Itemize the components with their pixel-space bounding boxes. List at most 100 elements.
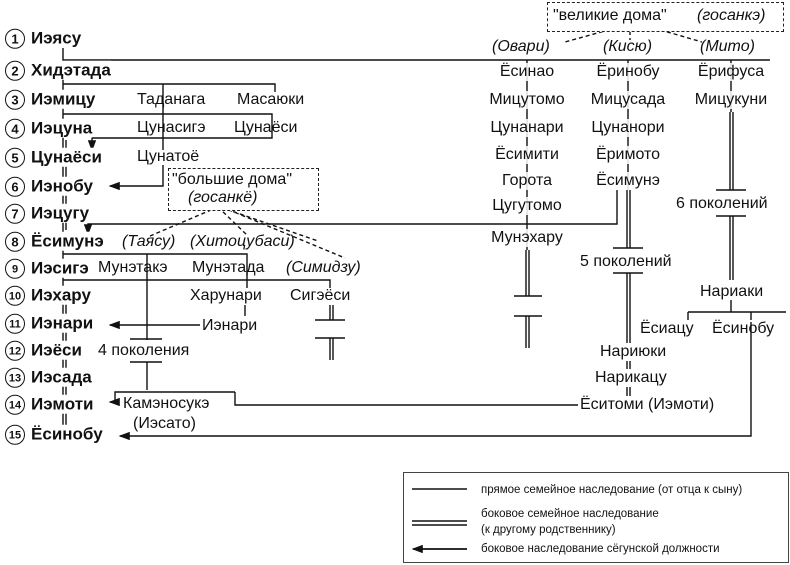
house-mito: (Мито) [700,38,755,55]
mito-member: Ёрифуса [697,63,765,81]
shogun-14: 14 Иэмоти [5,394,94,415]
owari-member: Мунэхару [491,229,563,247]
kisyu-narikatsu: Нарикацу [595,369,667,387]
legend: прямое семейное наследование (от отца к … [403,472,789,563]
shogun-number: 3 [5,89,25,110]
relative-harunari: Харунари [190,287,262,304]
legend-lines [412,488,467,550]
shogun-number: 10 [5,285,25,306]
small-houses-subtitle: (госанкё) [188,189,258,206]
relative-munetada: Мунэтада [192,259,265,276]
shogun-number: 7 [5,203,25,224]
owari-member: Горота [502,172,552,190]
shogun-number: 8 [5,231,25,252]
kisyu-member: Цунанори [591,119,665,137]
great-houses-title: "великие дома" [553,7,667,24]
legend-arrow: боковое наследование сёгунской должности [481,543,720,555]
relative-masayuki: Масаюки [237,91,305,108]
legend-single: прямое семейное наследование (от отца к … [481,484,743,496]
generations-5: 5 поколений [580,253,672,271]
shogun-name: Иэцугу [31,203,90,223]
great-houses-subtitle: (госанкэ) [697,7,766,24]
line-gen3 [63,83,276,150]
mito-lines [687,112,786,320]
shogun-number: 9 [5,258,25,279]
shogun-name: Иэмоти [31,394,94,414]
shogun-number: 2 [5,60,25,81]
small-houses-title: "большие дома" [172,171,292,188]
arrow-tsunayosi [63,113,273,152]
mito-yosiatsu: Ёсиацу [640,320,694,337]
shogun-name: Иэсада [31,367,92,387]
house-simidzu: (Симидзу) [286,259,361,276]
kisyu-member: Мицусада [590,91,666,109]
shogun-number: 15 [5,424,25,445]
shogun-number: 4 [5,118,25,139]
shogun-number: 14 [5,394,25,415]
arrow-ienari [110,305,246,325]
shogun-number: 1 [5,28,25,49]
shogun-number: 12 [5,340,25,361]
shogun-name: Иэцуна [31,118,93,138]
shogun-6: 6 Иэнобу [5,176,93,197]
shogun-number: 5 [5,147,25,168]
relative-munetake: Мунэтакэ [98,259,168,276]
line-yositomi [234,392,578,406]
arrow-yosinobu [118,322,752,441]
shogun-number: 13 [5,367,25,388]
shogun-name: Иэёси [31,340,82,360]
arrow-ienobu [108,165,164,191]
owari-double-line [514,250,542,348]
shogun-name: Хидэтада [31,60,111,80]
shogun-number: 11 [5,313,25,334]
relative-ienari: Иэнари [202,317,258,334]
generations-4: 4 поколения [98,342,190,360]
shogun-15: 15 Ёсинобу [5,424,103,445]
relative-tadanaga: Таданага [137,91,206,108]
line-gen10 [63,262,331,288]
great-houses-box [547,2,784,32]
house-hitotsubashi: (Хитоцубаси) [190,233,295,250]
arrow-yosimune [83,190,618,236]
relative-tsunayosi: Цунаёси [234,119,298,136]
shogun-name: Иэясу [31,28,82,48]
generations-6: 6 поколений [676,195,768,213]
relative-sigeyosi: Сигэёси [290,287,351,304]
shogun-name: Иэмицу [31,89,96,109]
shogun-name: Иэсигэ [31,258,89,278]
shogun-name: Ёсимунэ [31,231,104,251]
shogun-name: Цунаёси [31,147,102,167]
shogun-number: 6 [5,176,25,197]
shogun-name: Иэнобу [31,176,93,196]
relative-iesato: (Иэсато) [133,415,196,432]
shogun-5: 5 Цунаёси [5,147,102,168]
shogun-1: 1 Иэясу [5,28,82,49]
legend-double-2: (к другому родственнику) [481,524,616,536]
break-4-gen [130,338,162,390]
kisyu-yositomi: Ёситоми (Иэмоти) [580,396,715,414]
shogun-8: 8 Ёсимунэ [5,231,104,252]
shogun-12: 12 Иэёси [5,340,82,361]
relative-kamenosuke: Камэносукэ [123,395,210,413]
shogun-13: 13 Иэсада [5,367,92,388]
kisyu-nariyuki: Нариюки [600,343,667,361]
house-tayasu: (Таясу) [122,233,176,250]
owari-member: Мицутомо [489,91,565,109]
mito-yosinobu: Ёсинобу [712,320,775,337]
mito-nariaki: Нариаки [700,283,764,300]
dashed-connectors [149,23,703,259]
shogun-name: Ёсинобу [31,424,103,444]
legend-double: боковое семейное наследование [481,508,659,520]
owari-member: Ёсинао [499,63,555,81]
relative-tsunasige: Цунасигэ [137,119,206,136]
shogun-4: 4 Иэцуна [5,118,93,139]
shogun-7: 7 Иэцугу [5,203,90,224]
small-houses-box [168,168,319,211]
shogun-name: Иэхару [31,285,91,305]
shogun-2: 2 Хидэтада [5,60,111,81]
house-kisyu: (Кисю) [603,38,653,55]
kisyu-member: Ёсимунэ [596,172,660,190]
shogun-name: Иэнари [31,313,94,333]
owari-member: Цугутомо [492,197,562,215]
